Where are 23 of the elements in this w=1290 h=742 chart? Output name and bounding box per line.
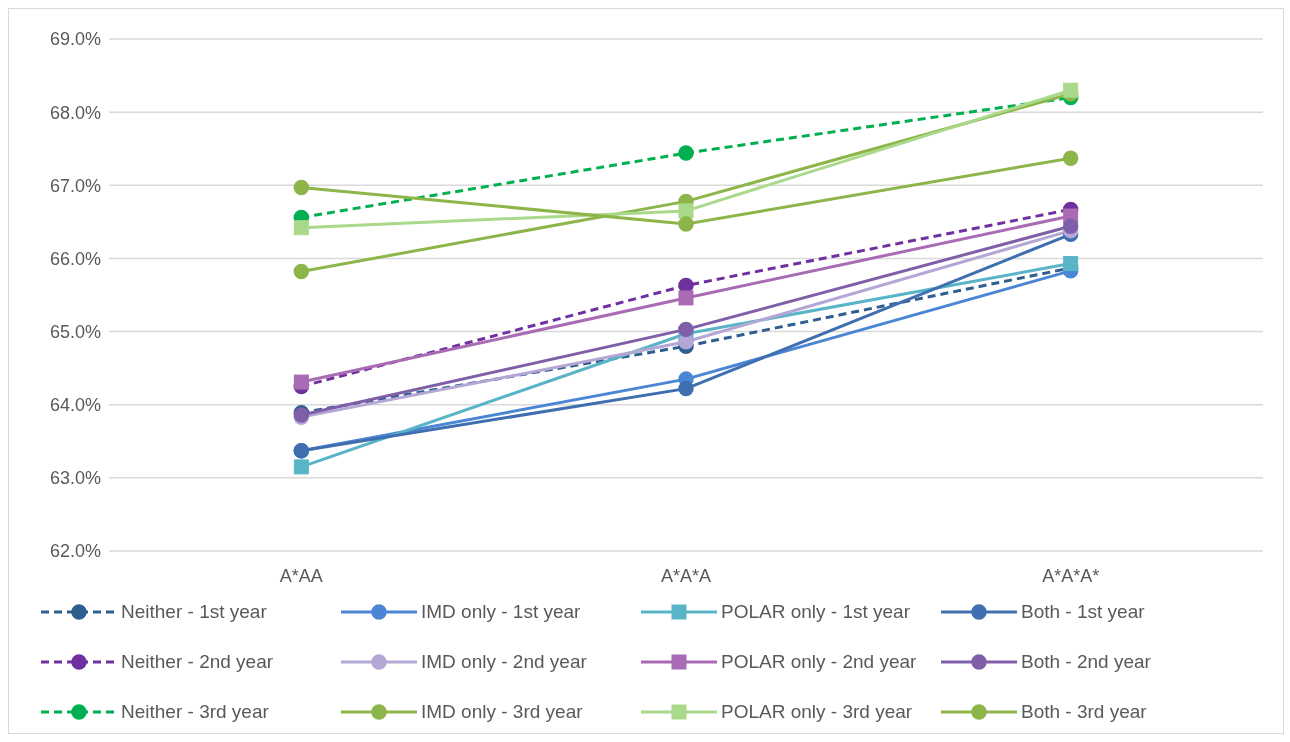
legend-label: Both - 3rd year: [1021, 701, 1147, 723]
legend-label: Neither - 3rd year: [121, 701, 269, 723]
legend-label: Both - 2nd year: [1021, 651, 1151, 673]
y-tick-label: 62.0%: [49, 541, 101, 562]
y-tick-label: 65.0%: [49, 321, 101, 342]
y-tick-label: 63.0%: [49, 468, 101, 489]
x-tick-label: A*A*A: [660, 565, 712, 586]
legend-label: POLAR only - 2nd year: [721, 651, 917, 673]
legend-label: Neither - 2nd year: [121, 651, 274, 673]
legend-label: Neither - 1st year: [121, 601, 267, 623]
y-tick-label: 68.0%: [49, 102, 101, 123]
x-tick-label: A*AA: [279, 565, 323, 586]
legend-label: Both - 1st year: [1021, 601, 1145, 623]
legend-label: IMD only - 1st year: [421, 601, 581, 623]
y-tick-label: 67.0%: [49, 175, 101, 196]
legend-label: POLAR only - 1st year: [721, 601, 911, 623]
legend-label: IMD only - 2nd year: [421, 651, 587, 673]
y-tick-label: 69.0%: [49, 29, 101, 50]
y-tick-label: 64.0%: [49, 395, 101, 416]
x-tick-label: A*A*A*: [1042, 565, 1100, 586]
y-tick-label: 66.0%: [49, 248, 101, 269]
legend-label: IMD only - 3rd year: [421, 701, 583, 723]
legend-label: POLAR only - 3rd year: [721, 701, 913, 723]
